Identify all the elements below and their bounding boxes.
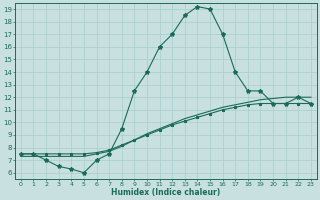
X-axis label: Humidex (Indice chaleur): Humidex (Indice chaleur) [111,188,220,197]
